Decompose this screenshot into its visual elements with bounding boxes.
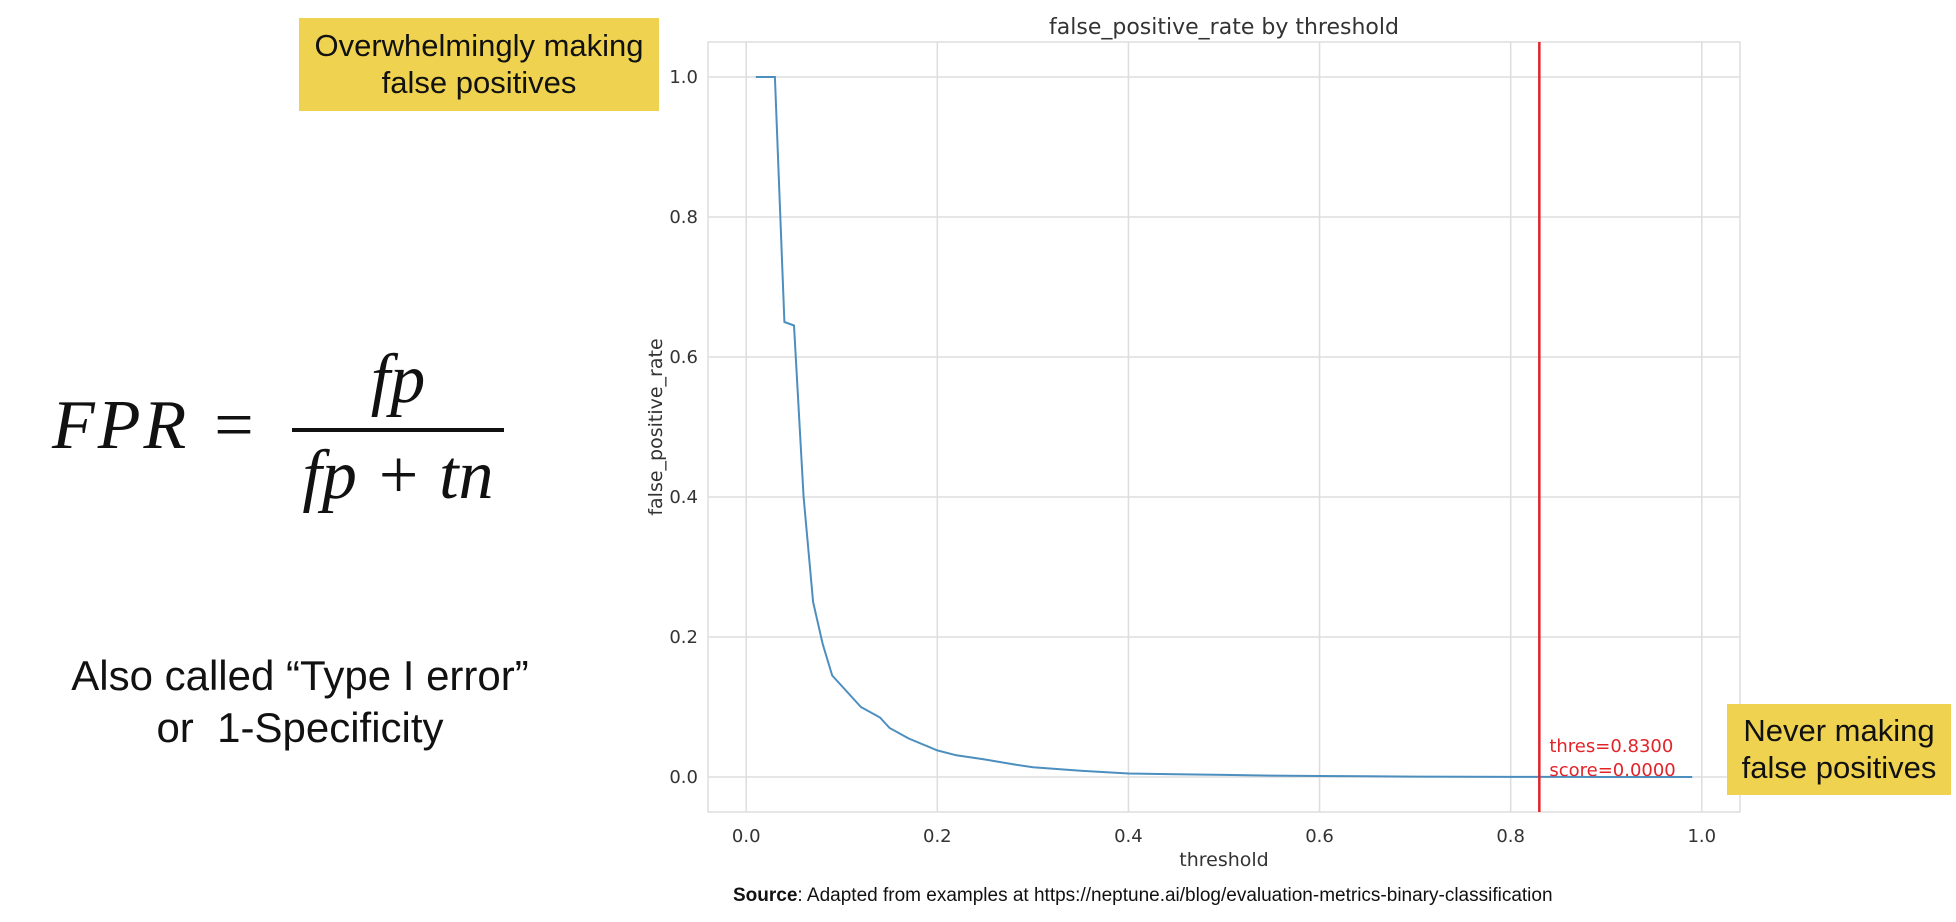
- x-tick-label: 0.2: [923, 826, 952, 847]
- threshold-annotation: thres=0.8300 score=0.0000: [1549, 736, 1675, 781]
- source-label: Source: [733, 885, 798, 906]
- callout-top-line2: false positives: [381, 65, 577, 100]
- callout-top-line1: Overwhelmingly making: [314, 28, 644, 63]
- series-line: [755, 76, 1693, 778]
- callout-bottom-line1: Never making: [1743, 713, 1935, 748]
- grid: [707, 41, 1741, 813]
- x-tick-label: 1.0: [1687, 826, 1716, 847]
- fpr-formula: FPR = fp fp + tn: [52, 340, 522, 520]
- y-axis-label: false_positive_rate: [645, 338, 667, 515]
- source-text: : Adapted from examples at https://neptu…: [797, 885, 1553, 906]
- chart-title: false_positive_rate by threshold: [1049, 15, 1399, 40]
- annotation-text: score=0.0000: [1549, 760, 1675, 781]
- fraction-bar: [292, 428, 504, 432]
- x-tick-label: 0.4: [1114, 826, 1143, 847]
- y-tick-label: 0.8: [669, 207, 698, 228]
- alias-text: Also called “Type I error” or 1-Specific…: [30, 650, 570, 754]
- alias-line1: Also called “Type I error”: [71, 652, 529, 699]
- callout-overwhelming-false-positives: Overwhelmingly making false positives: [299, 18, 659, 111]
- x-tick-label: 0.6: [1305, 826, 1334, 847]
- annotation-text: thres=0.8300: [1549, 736, 1673, 757]
- plot-frame: [707, 41, 1741, 813]
- y-tick-label: 0.0: [669, 767, 698, 788]
- x-tick-label: 0.0: [732, 826, 761, 847]
- source-note: Source: Adapted from examples at https:/…: [733, 885, 1553, 907]
- x-axis-label: threshold: [1179, 849, 1268, 871]
- callout-never-false-positives: Never making false positives: [1727, 704, 1951, 795]
- y-tick-label: 1.0: [669, 67, 698, 88]
- formula-fraction: fp fp + tn: [292, 340, 504, 516]
- formula-denominator: fp + tn: [302, 437, 494, 514]
- x-tick-label: 0.8: [1496, 826, 1525, 847]
- axes: 0.0 0.2 0.4 0.6 0.8 1.0 0.0 0.2 0.4 0.6 0.8 1.0: [669, 67, 1716, 847]
- formula-lhs: FPR =: [52, 387, 261, 464]
- callout-bottom-line2: false positives: [1741, 750, 1937, 785]
- y-tick-label: 0.2: [669, 627, 698, 648]
- y-tick-label: 0.6: [669, 347, 698, 368]
- alias-line2: or 1-Specificity: [156, 704, 444, 751]
- formula-numerator: fp: [370, 341, 426, 418]
- y-tick-label: 0.4: [669, 487, 698, 508]
